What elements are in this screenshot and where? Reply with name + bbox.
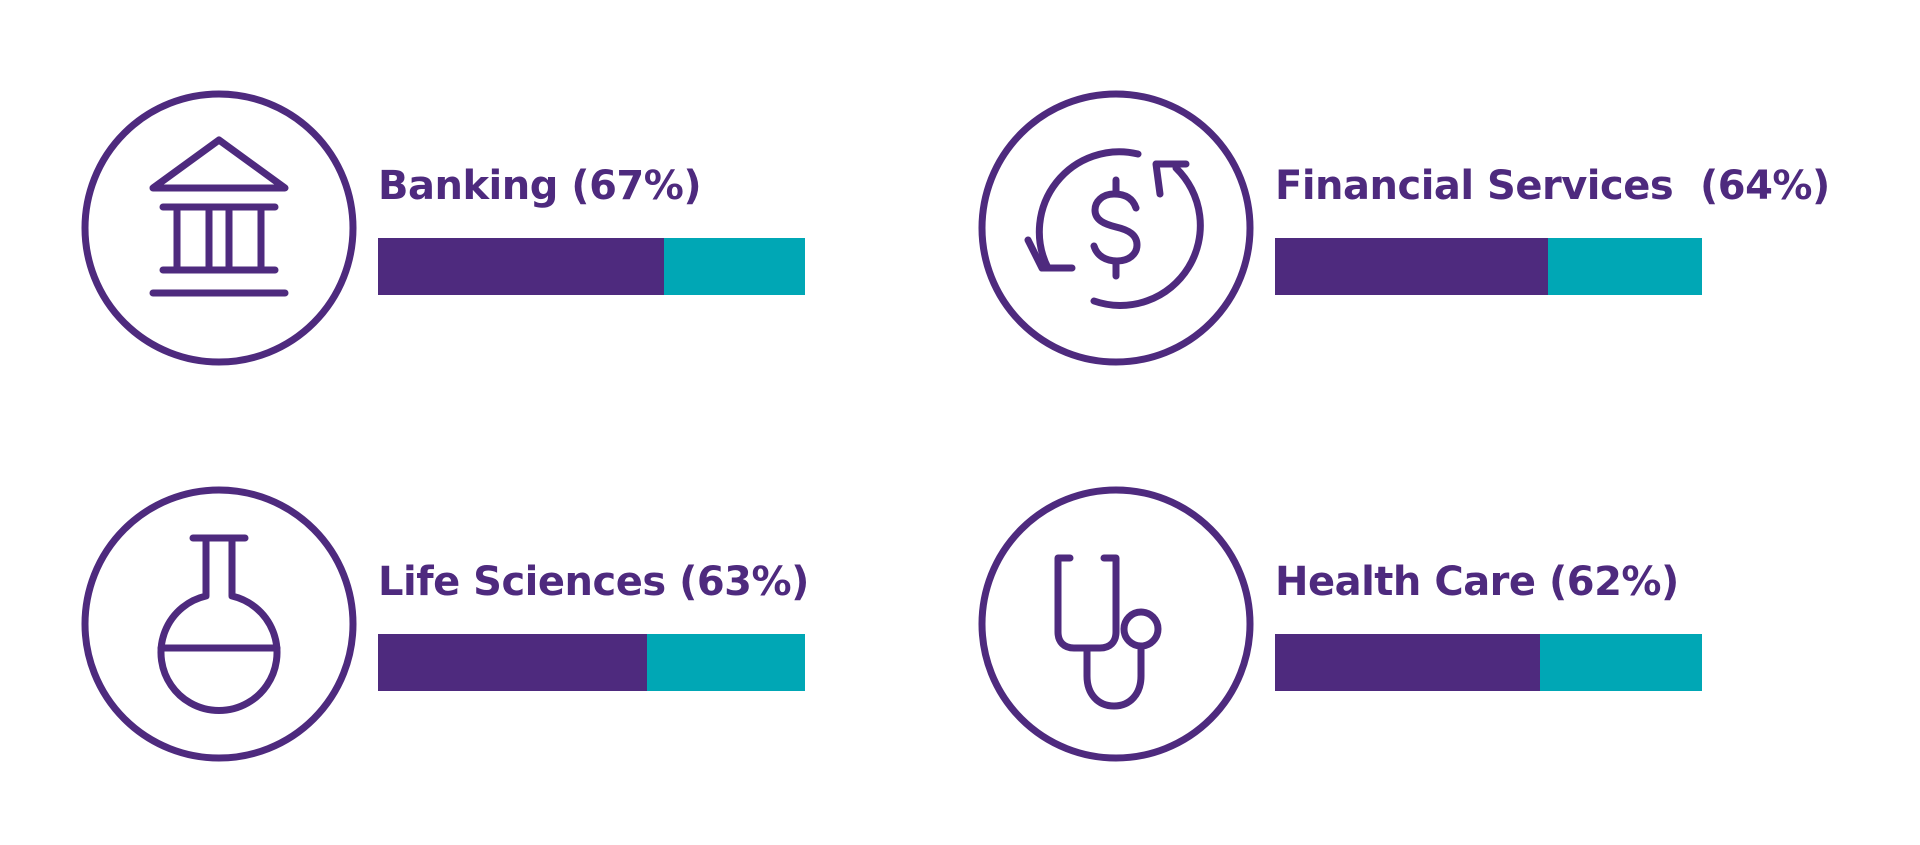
bar-label: Health Care (62%) — [1275, 559, 1679, 605]
bar-label: Banking (67%) — [378, 163, 702, 209]
bar-remainder — [647, 634, 805, 691]
bar-label: Financial Services (64%) — [1275, 163, 1830, 209]
industry-item-health-care: Health Care (62%) — [978, 486, 1878, 776]
bar-fill — [1275, 634, 1540, 691]
progress-bar — [1275, 634, 1702, 691]
bar-remainder — [664, 238, 805, 295]
bar-remainder — [1548, 238, 1702, 295]
bar-fill — [1275, 238, 1549, 295]
progress-bar — [378, 238, 805, 295]
bank-icon — [81, 90, 357, 366]
bar-fill — [378, 634, 647, 691]
bar-fill — [378, 238, 665, 295]
stethoscope-icon — [978, 486, 1254, 762]
flask-icon — [81, 486, 357, 762]
industry-item-financial-services: Financial Services (64%) — [978, 90, 1878, 380]
industry-item-banking: Banking (67%) — [81, 90, 981, 380]
dollar-cycle-icon — [978, 90, 1254, 366]
industry-item-life-sciences: Life Sciences (63%) — [81, 486, 981, 776]
progress-bar — [378, 634, 805, 691]
bar-remainder — [1539, 634, 1702, 691]
progress-bar — [1275, 238, 1702, 295]
bar-label: Life Sciences (63%) — [378, 559, 809, 605]
